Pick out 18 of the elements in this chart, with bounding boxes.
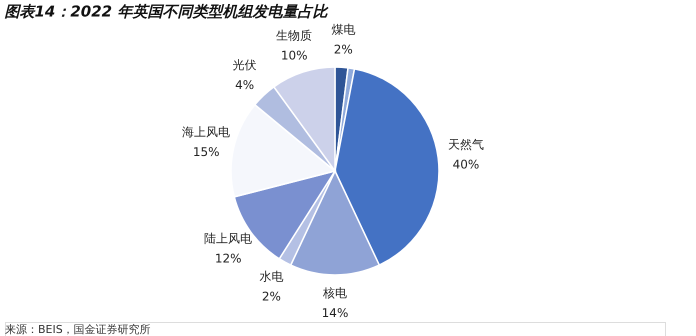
- chart-title: 图表14：2022 年英国不同类型机组发电量占比: [4, 2, 330, 20]
- data-label: 2%: [334, 42, 353, 56]
- slice-label: 陆上风电: [204, 232, 252, 246]
- source-note: 来源：BEIS，国金证券研究所: [5, 323, 151, 336]
- data-label: 15%: [192, 145, 220, 160]
- slice-label: 水电: [259, 270, 284, 284]
- slice-label: 煤电: [331, 22, 356, 36]
- slice-label: 光伏: [232, 58, 257, 72]
- slice-label: 海上风电: [182, 125, 230, 140]
- data-label: 12%: [214, 252, 242, 266]
- slice-label: 天然气: [448, 137, 484, 152]
- slice-label: 生物质: [276, 28, 312, 42]
- data-label: 10%: [280, 48, 308, 62]
- data-label: 2%: [262, 290, 281, 304]
- data-label: 14%: [322, 306, 348, 320]
- data-label: 40%: [452, 157, 480, 172]
- data-label: 4%: [235, 78, 254, 92]
- slice-label: 核电: [322, 286, 347, 300]
